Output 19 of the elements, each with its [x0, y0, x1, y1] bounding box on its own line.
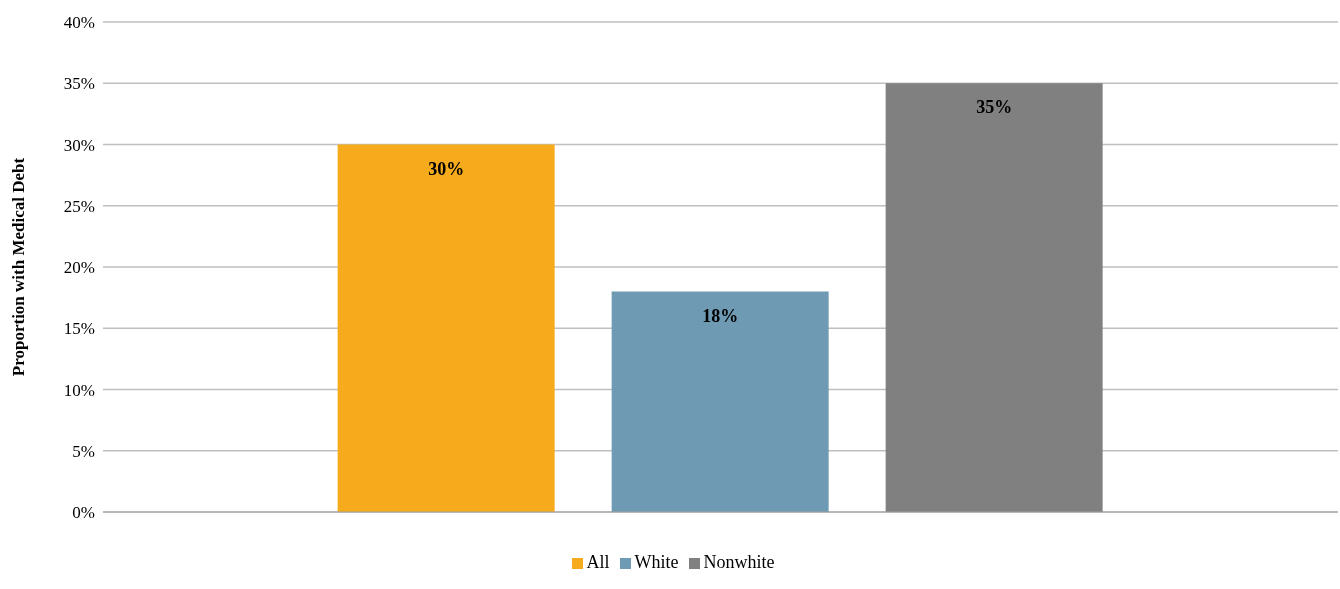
- y-tick-label: 40%: [63, 13, 95, 33]
- y-axis-title: Proportion with Medical Debt: [9, 157, 29, 377]
- legend-label: All: [586, 552, 610, 572]
- data-label: 18%: [702, 305, 739, 326]
- y-tick-label: 30%: [63, 135, 95, 155]
- y-tick-label: 0%: [72, 503, 95, 523]
- bar: [885, 83, 1103, 512]
- bar: [611, 291, 829, 512]
- legend-label: Nonwhite: [703, 552, 775, 572]
- y-tick-label: 10%: [63, 380, 95, 400]
- y-tick-label: 15%: [63, 319, 95, 339]
- y-tick-label: 5%: [72, 441, 95, 461]
- y-tick-label: 20%: [63, 258, 95, 278]
- data-label: 30%: [428, 158, 465, 179]
- y-tick-label: 35%: [63, 74, 95, 94]
- y-tick-label: 25%: [63, 196, 95, 216]
- data-label: 35%: [976, 97, 1013, 118]
- legend-label: White: [634, 552, 679, 572]
- bar: [337, 144, 555, 512]
